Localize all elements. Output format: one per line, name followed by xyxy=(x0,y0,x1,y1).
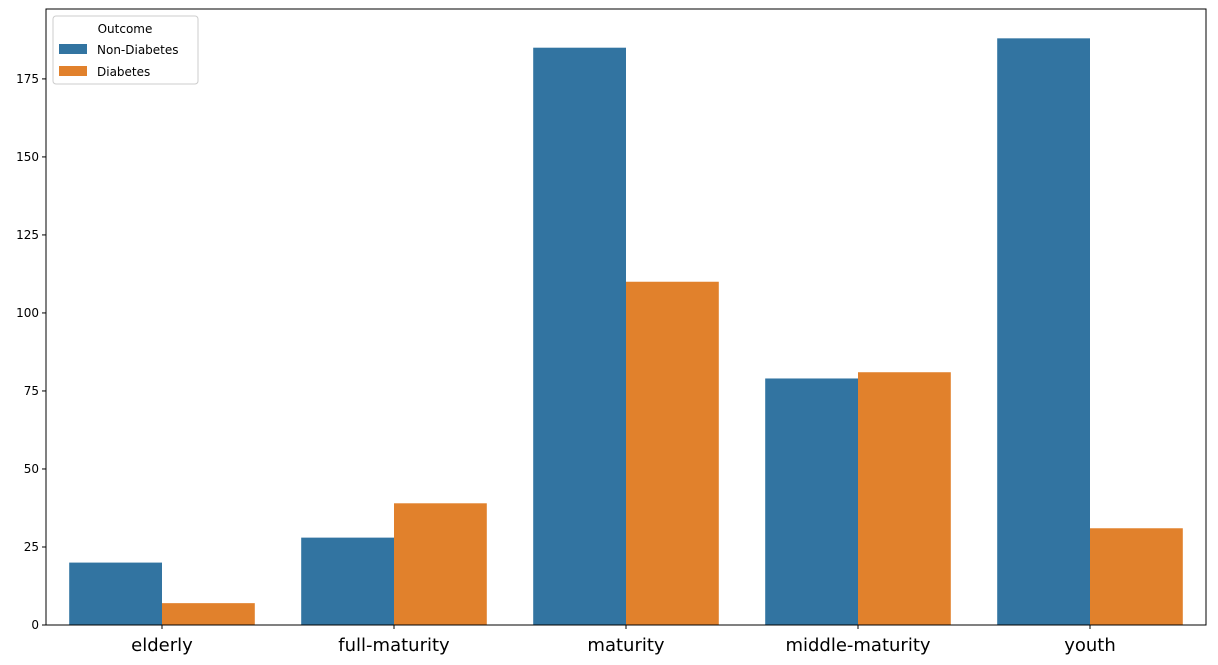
y-tick-label: 50 xyxy=(24,462,39,476)
y-tick-label: 150 xyxy=(16,150,39,164)
legend-swatch-diabetes xyxy=(59,66,87,76)
bar-non-diabetes-middle-maturity xyxy=(765,378,858,625)
y-tick-label: 75 xyxy=(24,384,39,398)
bar-diabetes-elderly xyxy=(162,603,255,625)
bar-diabetes-middle-maturity xyxy=(858,372,951,625)
y-axis: 0 25 50 75 100 125 150 175 xyxy=(16,72,46,632)
y-tick-label: 175 xyxy=(16,72,39,86)
x-tick-label-full-maturity: full-maturity xyxy=(338,635,450,656)
y-tick-label: 25 xyxy=(24,540,39,554)
x-tick-label-elderly: elderly xyxy=(131,635,193,656)
legend-title: Outcome xyxy=(98,22,153,36)
y-tick-label: 0 xyxy=(31,618,39,632)
plot-frame xyxy=(45,8,1207,626)
bar-non-diabetes-youth xyxy=(997,38,1090,626)
legend-label-diabetes: Diabetes xyxy=(97,65,150,79)
x-tick-label-middle-maturity: middle-maturity xyxy=(785,635,930,656)
x-axis: elderly full-maturity maturity middle-matur… xyxy=(131,625,1116,656)
x-tick-label-maturity: maturity xyxy=(587,635,664,656)
x-tick-label-youth: youth xyxy=(1064,635,1116,656)
legend-swatch-non-diabetes xyxy=(59,44,87,54)
legend-box xyxy=(52,15,199,85)
bar-non-diabetes-elderly xyxy=(69,562,162,625)
bar-diabetes-full-maturity xyxy=(394,503,487,625)
legend: Outcome Non-Diabetes Diabetes xyxy=(52,15,199,85)
bars-group xyxy=(69,38,1183,626)
legend-label-non-diabetes: Non-Diabetes xyxy=(97,43,179,57)
bar-non-diabetes-full-maturity xyxy=(301,537,394,625)
y-tick-label: 100 xyxy=(16,306,39,320)
bar-diabetes-maturity xyxy=(626,281,719,625)
y-tick-label: 125 xyxy=(16,228,39,242)
bar-non-diabetes-maturity xyxy=(533,47,626,626)
bar-diabetes-youth xyxy=(1090,528,1183,625)
